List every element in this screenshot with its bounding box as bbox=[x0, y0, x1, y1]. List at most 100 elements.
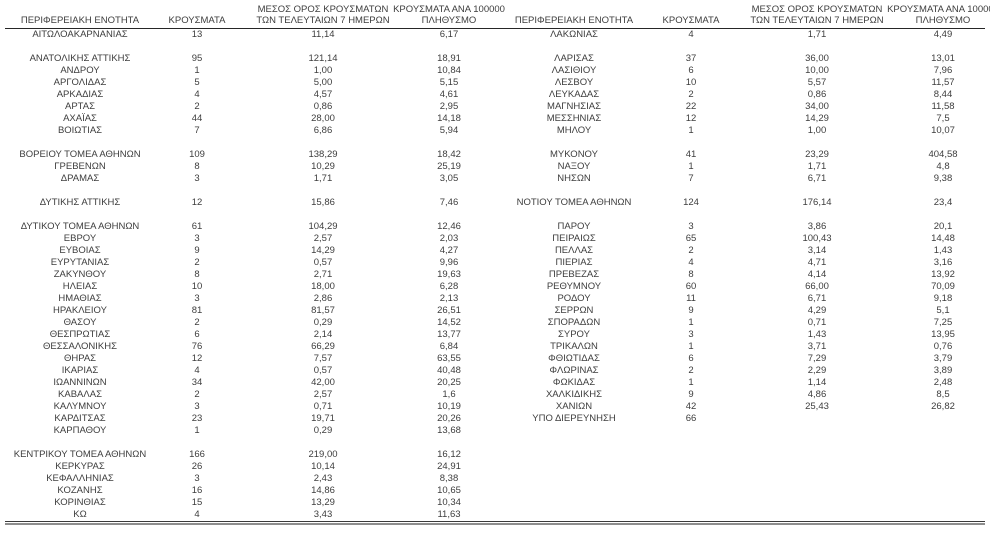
per100k-cell: 14,18 bbox=[437, 113, 461, 124]
cases-cell: 44 bbox=[191, 113, 203, 124]
column-header-cases: ΚΡΟΥΣΜΑΤΑ bbox=[155, 15, 239, 26]
avg7-cell: 0,86 bbox=[313, 101, 333, 112]
avg7-cell: 1,71 bbox=[313, 173, 333, 184]
cases-cell: 8 bbox=[194, 269, 200, 280]
per100k-cell: 14,52 bbox=[437, 317, 461, 328]
region-cell: ΦΛΩΡΙΝΑΣ bbox=[549, 365, 599, 376]
avg7-cell: 66,29 bbox=[311, 341, 335, 352]
avg7-cell: 23,29 bbox=[805, 149, 829, 160]
per100k-cell: 16,12 bbox=[437, 449, 461, 460]
column-header-region-label: ΠΕΡΙΦΕΡΕΙΑΚΗ ΕΝΟΤΗΤΑ bbox=[20, 15, 140, 26]
per100k-cell: 20,25 bbox=[437, 377, 461, 388]
avg7-cell: 6,86 bbox=[313, 125, 333, 136]
cases-cell: 4 bbox=[194, 89, 200, 100]
avg7-cell: 10,00 bbox=[805, 65, 829, 76]
table-row: ΘΕΣΠΡΩΤΙΑΣ 6 2,14 13,77 bbox=[5, 329, 491, 341]
table-row: ΚΕΦΑΛΛΗΝΙΑΣ 3 2,43 8,38 bbox=[5, 473, 491, 485]
cases-cell: 65 bbox=[685, 233, 697, 244]
table-row: ΜΕΣΣΗΝΙΑΣ 12 14,29 7,5 bbox=[499, 113, 985, 125]
region-cell: ΔΡΑΜΑΣ bbox=[60, 173, 100, 184]
region-cell: ΠΑΡΟΥ bbox=[557, 221, 591, 232]
table-row: ΒΟΡΕΙΟΥ ΤΟΜΕΑ ΑΘΗΝΩΝ 109 138,29 18,42 bbox=[5, 149, 491, 161]
left-table-header: ΠΕΡΙΦΕΡΕΙΑΚΗ ΕΝΟΤΗΤΑ ΚΡΟΥΣΜΑΤΑ ΜΕΣΟΣ ΟΡΟ… bbox=[5, 4, 505, 26]
per100k-cell: 4,27 bbox=[439, 245, 459, 256]
table-row: ΑΡΚΑΔΙΑΣ 4 4,57 4,61 bbox=[5, 89, 491, 101]
avg7-cell: 14,29 bbox=[805, 113, 829, 124]
cases-cell: 2 bbox=[688, 365, 694, 376]
table-row: ΚΑΛΥΜΝΟΥ 3 0,71 10,19 bbox=[5, 401, 491, 413]
table-row: ΧΑΝΙΩΝ 42 25,43 26,82 bbox=[499, 401, 985, 413]
region-cell: ΝΟΤΙΟΥ ΤΟΜΕΑ ΑΘΗΝΩΝ bbox=[516, 197, 632, 208]
per100k-cell: 5,94 bbox=[439, 125, 459, 136]
cases-cell: 3 bbox=[194, 233, 200, 244]
region-cell: ΦΩΚΙΔΑΣ bbox=[552, 377, 596, 388]
region-cell: ΥΠΟ ΔΙΕΡΕΥΝΗΣΗ bbox=[532, 413, 616, 424]
cases-cell: 11 bbox=[686, 293, 696, 304]
avg7-cell: 2,86 bbox=[313, 293, 333, 304]
table-row: ΡΕΘΥΜΝΟΥ 60 66,00 70,09 bbox=[499, 281, 985, 293]
avg7-cell: 5,57 bbox=[807, 77, 827, 88]
table-row: ΥΠΟ ΔΙΕΡΕΥΝΗΣΗ 66 bbox=[499, 413, 985, 425]
table-row: ΘΑΣΟΥ 2 0,29 14,52 bbox=[5, 317, 491, 329]
region-cell: ΤΡΙΚΑΛΩΝ bbox=[550, 341, 598, 352]
per100k-cell: 404,58 bbox=[928, 149, 958, 160]
table-row: ΙΚΑΡΙΑΣ 4 0,57 40,48 bbox=[5, 365, 491, 377]
region-cell: ΝΗΣΩΝ bbox=[557, 173, 591, 184]
cases-cell: 66 bbox=[685, 413, 697, 424]
column-header-avg7-line1: ΜΕΣΟΣ ΟΡΟΣ ΚΡΟΥΣΜΑΤΩΝ bbox=[257, 4, 389, 15]
per100k-cell bbox=[901, 413, 985, 425]
per100k-cell: 18,42 bbox=[437, 149, 461, 160]
region-cell: ΓΡΕΒΕΝΩΝ bbox=[54, 161, 106, 172]
cases-cell: 23 bbox=[191, 413, 203, 424]
table-row-spacer bbox=[499, 185, 985, 197]
table-row: ΧΑΛΚΙΔΙΚΗΣ 9 4,86 8,5 bbox=[499, 389, 985, 401]
table-row: ΝΗΣΩΝ 7 6,71 9,38 bbox=[499, 173, 985, 185]
avg7-cell: 3,14 bbox=[807, 245, 827, 256]
cases-cell: 12 bbox=[191, 197, 203, 208]
avg7-cell: 3,71 bbox=[807, 341, 827, 352]
table-header: ΠΕΡΙΦΕΡΕΙΑΚΗ ΕΝΟΤΗΤΑ ΚΡΟΥΣΜΑΤΑ ΜΕΣΟΣ ΟΡΟ… bbox=[5, 4, 990, 29]
cases-cell: 6 bbox=[688, 65, 694, 76]
table-row: ΣΕΡΡΩΝ 9 4,29 5,1 bbox=[499, 305, 985, 317]
table-row: ΚΟΡΙΝΘΙΑΣ 15 13,29 10,34 bbox=[5, 497, 491, 509]
avg7-cell: 104,29 bbox=[308, 221, 338, 232]
cases-cell: 1 bbox=[194, 65, 200, 76]
per100k-cell: 1,43 bbox=[933, 245, 953, 256]
region-cell: ΡΟΔΟΥ bbox=[557, 293, 591, 304]
region-cell: ΚΑΡΠΑΘΟΥ bbox=[53, 425, 107, 436]
per100k-cell: 10,07 bbox=[931, 125, 955, 136]
table-row: ΛΑΡΙΣΑΣ 37 36,00 13,01 bbox=[499, 53, 985, 65]
region-cell: ΑΝΔΡΟΥ bbox=[60, 65, 100, 76]
cases-cell: 2 bbox=[194, 317, 200, 328]
region-cell: ΠΡΕΒΕΖΑΣ bbox=[548, 269, 600, 280]
region-cell: ΑΡΚΑΔΙΑΣ bbox=[56, 89, 104, 100]
avg7-cell: 10,29 bbox=[311, 161, 335, 172]
region-cell: ΘΕΣΣΑΛΟΝΙΚΗΣ bbox=[43, 341, 117, 352]
table-row: ΣΥΡΟΥ 3 1,43 13,95 bbox=[499, 329, 985, 341]
avg7-cell: 25,43 bbox=[805, 401, 829, 412]
avg7-cell: 121,14 bbox=[308, 53, 338, 64]
cases-cell: 10 bbox=[685, 77, 697, 88]
table-row: ΗΛΕΙΑΣ 10 18,00 6,28 bbox=[5, 281, 491, 293]
per100k-cell: 2,48 bbox=[933, 377, 953, 388]
cases-cell: 4 bbox=[194, 509, 200, 520]
cases-cell: 37 bbox=[685, 53, 697, 64]
region-cell: ΔΥΤΙΚΟΥ ΤΟΜΕΑ ΑΘΗΝΩΝ bbox=[20, 221, 140, 232]
region-cell: ΑΡΤΑΣ bbox=[65, 101, 95, 112]
table-row: ΛΑΣΙΘΙΟΥ 6 10,00 7,96 bbox=[499, 65, 985, 77]
per100k-cell: 0,76 bbox=[933, 341, 953, 352]
per100k-cell: 7,5 bbox=[936, 113, 950, 124]
avg7-cell: 4,29 bbox=[807, 305, 827, 316]
cases-cell: 6 bbox=[194, 329, 200, 340]
table-row-spacer bbox=[499, 209, 985, 221]
avg7-cell: 6,71 bbox=[807, 293, 827, 304]
region-cell: ΚΟΖΑΝΗΣ bbox=[57, 485, 103, 496]
per100k-cell: 10,19 bbox=[437, 401, 461, 412]
avg7-cell: 2,43 bbox=[313, 473, 333, 484]
table-row: ΗΜΑΘΙΑΣ 3 2,86 2,13 bbox=[5, 293, 491, 305]
per100k-cell: 5,1 bbox=[936, 305, 950, 316]
region-cell: ΠΕΛΛΑΣ bbox=[554, 245, 594, 256]
cases-cell: 34 bbox=[191, 377, 203, 388]
table-row: ΛΕΣΒΟΥ 10 5,57 11,57 bbox=[499, 77, 985, 89]
cases-cell: 3 bbox=[194, 173, 200, 184]
